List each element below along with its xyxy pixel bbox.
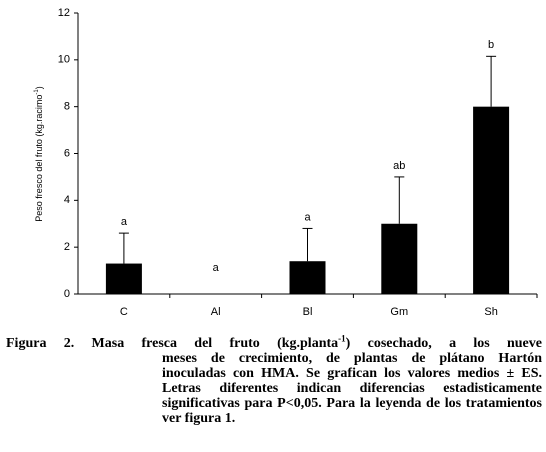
x-tick-label: Bl xyxy=(303,306,313,318)
caption: Figura 2. Masa fresca del fruto (kg.plan… xyxy=(6,333,542,426)
y-label-text: Peso fresco del fruto (kg.racimo xyxy=(34,95,44,222)
caption-text: Masa fresca del fruto (kg.planta xyxy=(91,336,339,351)
significance-letter: ab xyxy=(393,160,405,172)
significance-letter: a xyxy=(121,216,128,228)
caption-line: significativas para P<0,05. Para la leye… xyxy=(162,396,542,411)
caption-line: inoculadas con HMA. Se grafican los valo… xyxy=(162,366,542,381)
y-tick-label: 2 xyxy=(64,241,70,253)
caption-line: ver figura 1. xyxy=(162,411,236,426)
significance-letter: b xyxy=(488,39,494,51)
bar xyxy=(473,106,510,295)
y-tick-label: 0 xyxy=(64,288,70,300)
caption-line: Figura 2. Masa fresca del fruto (kg.plan… xyxy=(6,333,542,351)
caption-line: Letras diferentes indican diferencias es… xyxy=(162,381,542,396)
bar xyxy=(289,261,326,294)
y-tick-label: 10 xyxy=(58,54,70,66)
bar xyxy=(381,223,418,294)
y-tick-label: 6 xyxy=(64,147,70,159)
x-tick-label: Gm xyxy=(390,306,408,318)
y-tick-label: 12 xyxy=(58,7,70,19)
bar xyxy=(105,263,142,294)
caption-text: ) cosechado, a los nueve xyxy=(345,336,542,351)
y-label-sup: -1 xyxy=(34,89,40,95)
y-label-end: ) xyxy=(34,86,44,89)
y-tick-label: 8 xyxy=(64,101,70,113)
x-tick-label: Sh xyxy=(484,306,497,318)
significance-letter: a xyxy=(213,262,220,274)
caption-line: meses de crecimiento, de plantas de plát… xyxy=(162,351,542,366)
chart: Peso fresco del fruto (kg.racimo-1) 0 2 4 6… xyxy=(34,7,538,318)
caption-sup: -1 xyxy=(338,333,346,344)
x-tick-label: Al xyxy=(211,306,221,318)
x-tick-label: C xyxy=(120,306,128,318)
caption-label: Figura 2. xyxy=(6,336,75,351)
y-axis-label: Peso fresco del fruto (kg.racimo-1) xyxy=(34,86,45,221)
significance-letter: a xyxy=(304,211,311,223)
y-tick-label: 4 xyxy=(64,194,70,206)
